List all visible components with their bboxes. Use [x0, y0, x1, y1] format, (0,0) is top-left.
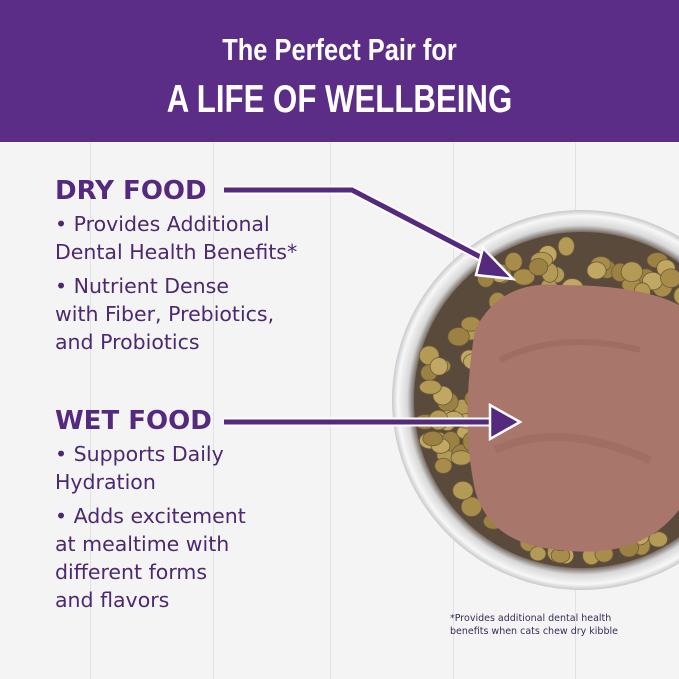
dry-food-section: DRY FOOD • Provides Additional Dental He…: [55, 176, 297, 356]
kibble-piece: [447, 327, 470, 347]
header-banner: The Perfect Pair for A LIFE OF WELLBEING: [0, 0, 679, 142]
kibble-piece: [452, 480, 474, 501]
plank-line: [90, 142, 91, 679]
wet-bullet-line: at mealtime with: [55, 532, 230, 556]
dry-food-arrow: [224, 185, 517, 281]
kibble-piece: [434, 457, 453, 474]
wet-food-section: WET FOOD • Supports Daily Hydration • Ad…: [55, 406, 246, 614]
wet-bullet-line: different forms: [55, 560, 208, 584]
wet-bullet-line: Hydration: [55, 470, 156, 494]
kibble-piece: [673, 286, 679, 305]
dry-food-heading: DRY FOOD: [55, 176, 207, 206]
wet-bullet-line: • Supports Daily: [55, 442, 224, 466]
kibble-piece: [529, 546, 547, 562]
wet-food-heading: WET FOOD: [55, 406, 212, 436]
arrow-head: [488, 402, 523, 442]
dry-bullet-line: • Nutrient Dense: [55, 274, 229, 298]
kibble-piece: [620, 261, 644, 283]
wet-bullet-line: • Adds excitement: [55, 504, 246, 528]
kibble-piece: [429, 357, 449, 376]
dry-bullet-line: with Fiber, Prebiotics,: [55, 302, 275, 326]
dry-bullet-line: • Provides Additional: [55, 212, 270, 236]
kibble-piece: [557, 236, 575, 257]
footnote-line: benefits when cats chew dry kibble: [450, 626, 618, 637]
footnote: *Provides additional dental health benef…: [450, 612, 618, 638]
kibble-piece: [504, 252, 523, 272]
dry-bullet-line: Dental Health Benefits*: [55, 240, 298, 264]
wet-bullet-line: and flavors: [55, 588, 170, 612]
kibble-piece: [450, 450, 472, 466]
kibble-piece: [528, 258, 549, 276]
kibble-piece: [419, 379, 442, 395]
footnote-line: *Provides additional dental health: [450, 613, 612, 624]
plank-line: [330, 142, 331, 679]
plank-line: [213, 142, 214, 679]
banner-title-line2: A LIFE OF WELLBEING: [166, 78, 513, 121]
kibble-piece: [660, 268, 679, 288]
dry-bullet-line: and Probiotics: [55, 330, 200, 354]
kibble-piece: [586, 261, 607, 280]
kibble-piece: [512, 268, 536, 286]
kibble-piece: [422, 430, 444, 447]
banner-title-line1: The Perfect Pair for: [222, 32, 457, 67]
arrow-head: [474, 245, 517, 281]
wet-food-arrow: [224, 402, 523, 442]
